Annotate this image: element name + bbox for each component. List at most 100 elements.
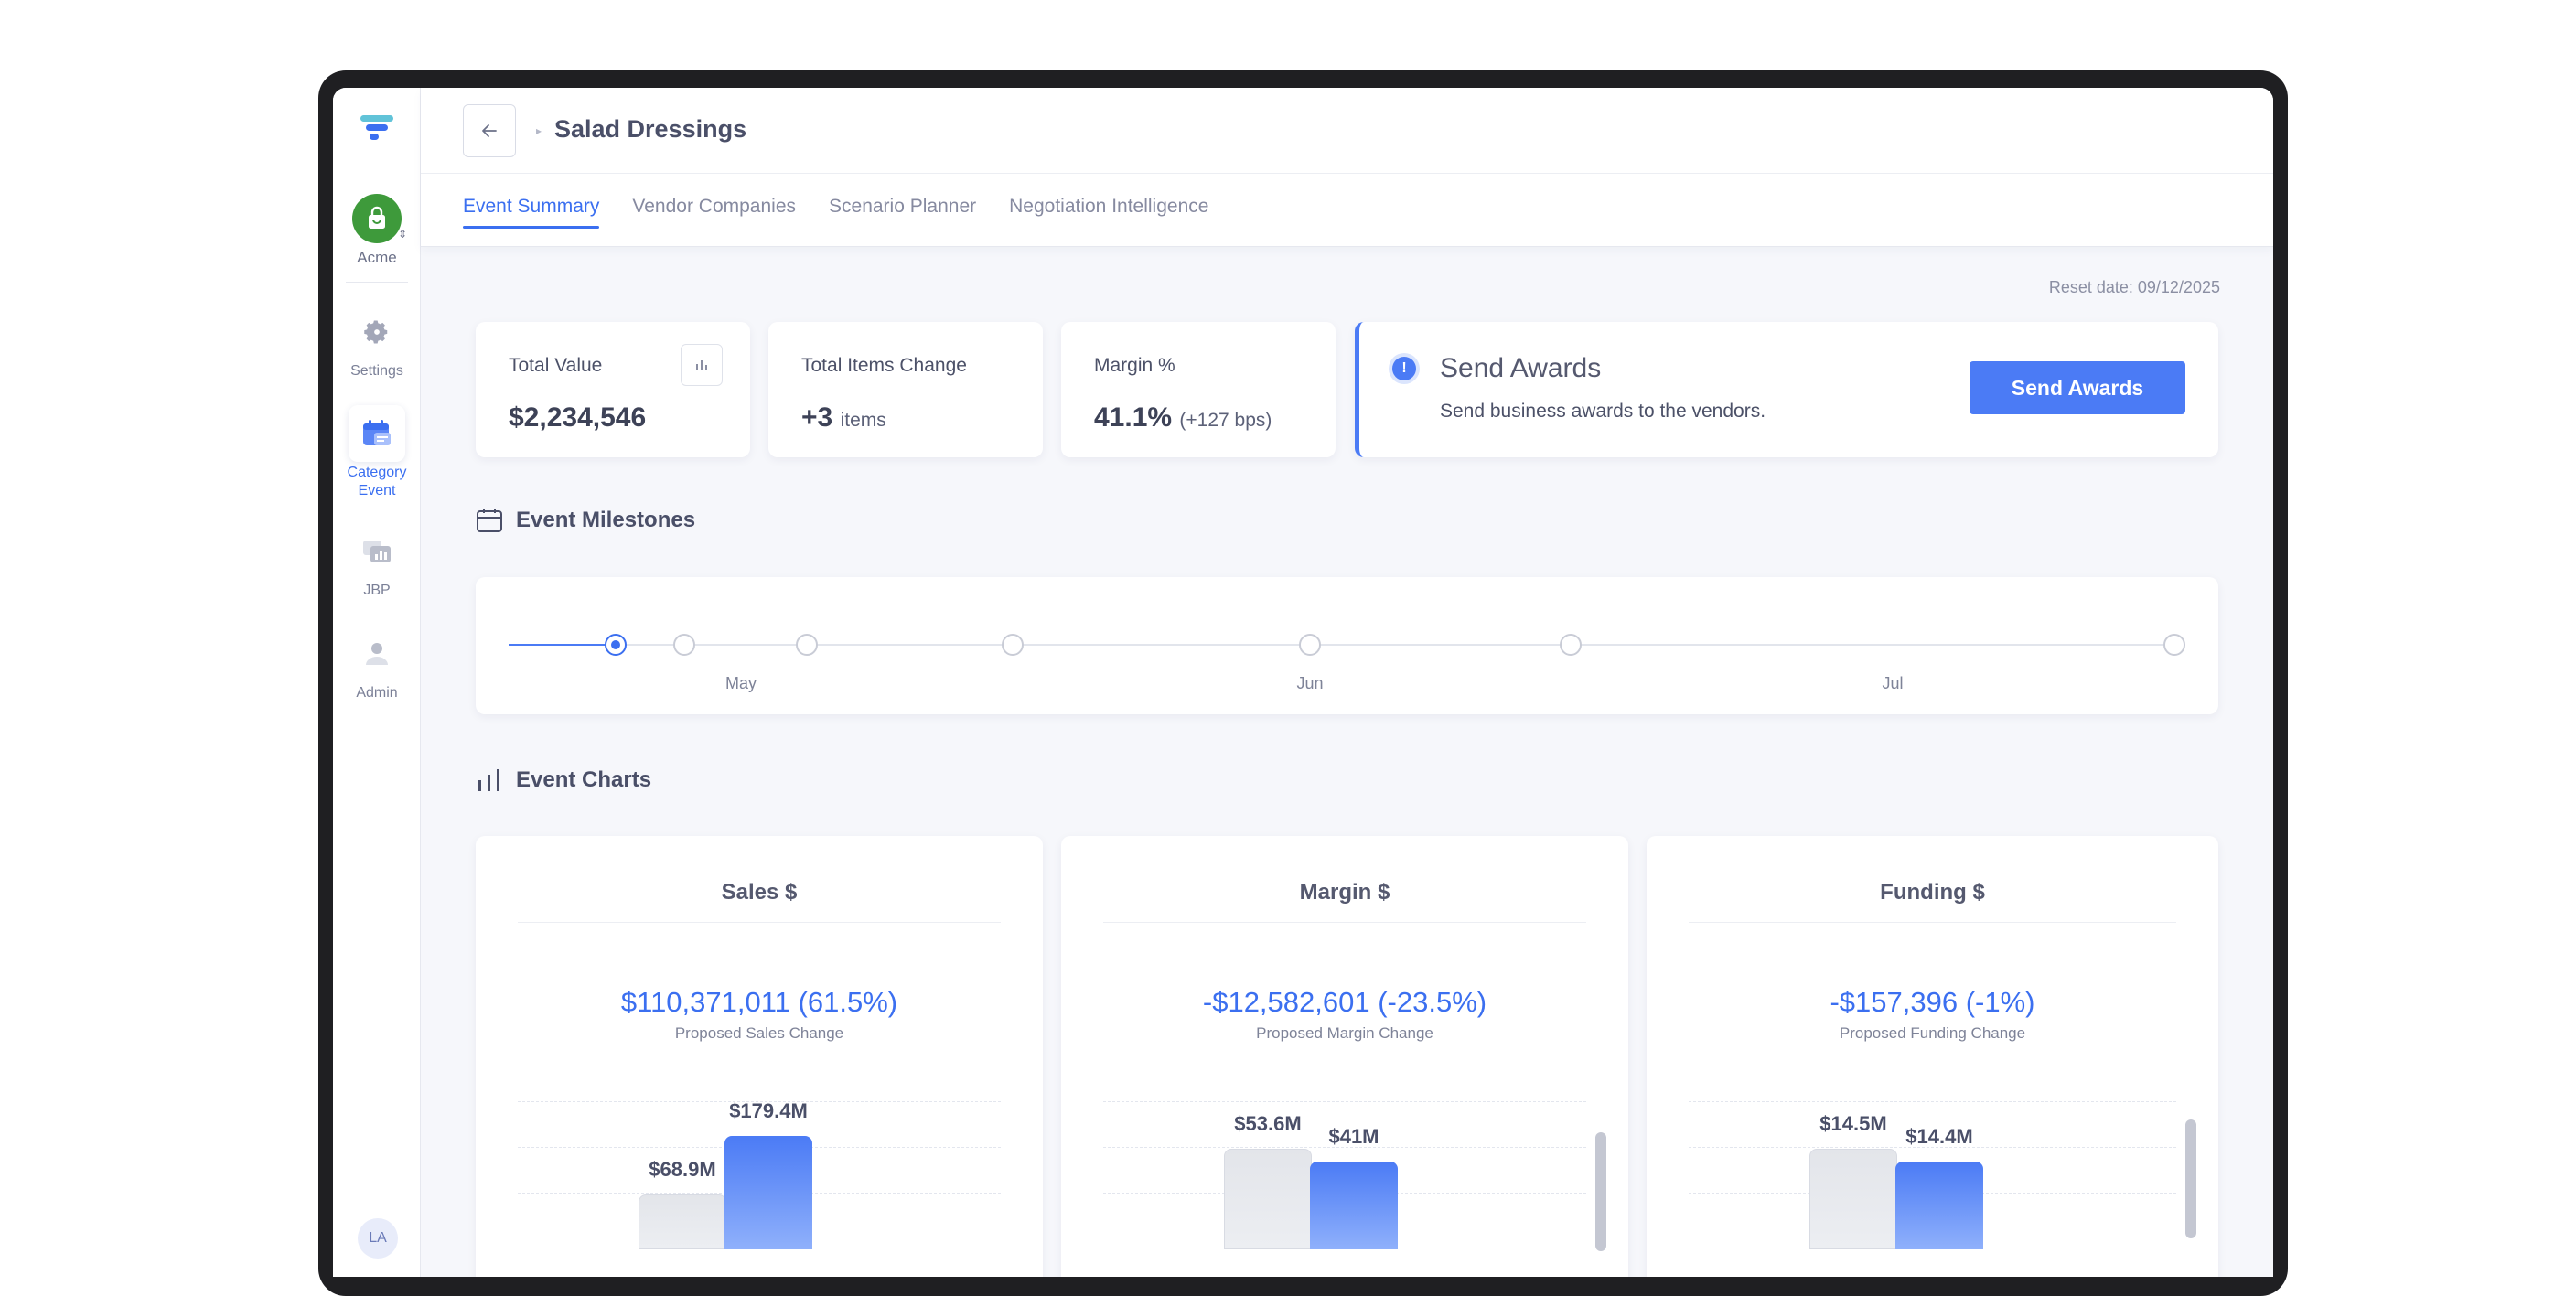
- kpi-value: +3 items: [801, 402, 886, 434]
- milestone-dot[interactable]: [2163, 634, 2185, 656]
- milestones-timeline: May Jun Jul: [476, 577, 2218, 714]
- tab-negotiation-intelligence[interactable]: Negotiation Intelligence: [1009, 196, 1209, 217]
- chart-change-value: -$157,396 (-1%): [1830, 986, 2035, 1018]
- chart-divider: [518, 922, 1001, 923]
- milestone-dot[interactable]: [1002, 634, 1024, 656]
- charts-heading-text: Event Charts: [516, 767, 652, 792]
- sidebar: ⇕ Acme Settings: [333, 88, 421, 1277]
- kpi-label: Margin %: [1094, 355, 1175, 376]
- reset-date: Reset date: 09/12/2025: [2048, 278, 2220, 296]
- app-screen: ⇕ Acme Settings: [333, 88, 2273, 1277]
- sidebar-item-admin[interactable]: Admin: [333, 626, 421, 702]
- calendar-icon: [349, 405, 405, 462]
- chevron-updown-icon: ⇕: [397, 228, 407, 241]
- app-logo: [360, 115, 393, 140]
- tab-scenario-planner[interactable]: Scenario Planner: [829, 196, 977, 217]
- milestone-dot[interactable]: [1560, 634, 1582, 656]
- bar-chart-icon: [478, 769, 499, 791]
- gridline: [1103, 1147, 1586, 1148]
- arrow-left-icon: [482, 124, 497, 137]
- sidebar-item-label: JBP: [363, 583, 391, 598]
- milestones-heading: Event Milestones: [476, 508, 695, 533]
- sidebar-item-category-event[interactable]: Category Event: [333, 405, 421, 500]
- send-awards-card: ! Send Awards Send business awards to th…: [1355, 322, 2218, 457]
- chart-caption: Proposed Sales Change: [674, 1024, 844, 1042]
- sidebar-item-label: Admin: [356, 685, 398, 701]
- back-button[interactable]: [463, 104, 516, 157]
- page-header: ▸ Salad Dressings Event Summary Vendor C…: [421, 88, 2273, 247]
- bar-proposed[interactable]: [1895, 1162, 1983, 1249]
- sidebar-divider: [346, 282, 408, 283]
- bar-baseline[interactable]: [1809, 1149, 1897, 1249]
- kpi-value: 41.1% (+127 bps): [1094, 402, 1272, 434]
- milestone-dot[interactable]: [673, 634, 695, 656]
- calendar-outline-icon: [477, 509, 502, 532]
- milestone-dot[interactable]: [605, 634, 627, 656]
- org-avatar: ⇕: [352, 194, 407, 243]
- chart-title: Funding $: [1880, 880, 1985, 905]
- kpi-sub: (+127 bps): [1179, 410, 1272, 431]
- sidebar-item-label: Settings: [350, 363, 403, 379]
- gridline: [1689, 1147, 2176, 1148]
- shopping-bag-icon: [369, 206, 385, 229]
- chart-plot: $68.9M $179.4M: [518, 1099, 1001, 1249]
- kpi-unit: items: [840, 410, 886, 431]
- bar-label-proposed: $41M: [1328, 1125, 1379, 1148]
- send-awards-button[interactable]: Send Awards: [1970, 361, 2185, 414]
- tab-event-summary[interactable]: Event Summary: [463, 196, 600, 229]
- org-name: Acme: [357, 249, 397, 266]
- bar-label-proposed: $14.4M: [1905, 1125, 1973, 1148]
- kpi-margin-card: Margin % 41.1% (+127 bps): [1061, 322, 1336, 457]
- chart-icon: [349, 523, 405, 580]
- tab-vendor-companies[interactable]: Vendor Companies: [632, 196, 797, 217]
- bar-label-baseline: $14.5M: [1819, 1112, 1887, 1135]
- kpi-number: 41.1%: [1094, 402, 1173, 433]
- kpi-total-value-card: Total Value $2,234,546: [476, 322, 750, 457]
- milestones-heading-text: Event Milestones: [516, 508, 696, 532]
- kpi-value: $2,234,546: [509, 402, 647, 433]
- sales-chart-card: Sales $ $110,371,011 (61.5%) Proposed Sa…: [476, 836, 1043, 1277]
- timeline-track: [509, 644, 2185, 646]
- chart-toggle-button[interactable]: [681, 344, 723, 386]
- chart-divider: [1689, 922, 2176, 923]
- bar-label-baseline: $68.9M: [649, 1158, 716, 1181]
- breadcrumb-separator-icon: ▸: [536, 124, 542, 137]
- bar-baseline[interactable]: [639, 1194, 726, 1249]
- kpi-number: +3: [801, 402, 833, 433]
- bar-proposed[interactable]: [724, 1136, 812, 1249]
- user-avatar[interactable]: LA: [358, 1218, 398, 1259]
- chart-change-value: -$12,582,601 (-23.5%): [1202, 986, 1487, 1018]
- margin-chart-card: Margin $ -$12,582,601 (-23.5%) Proposed …: [1061, 836, 1628, 1277]
- chart-scrollbar[interactable]: [2185, 1119, 2196, 1238]
- timeline-month-label: May: [724, 674, 757, 692]
- chart-caption: Proposed Funding Change: [1839, 1024, 2026, 1042]
- chart-title: Sales $: [721, 880, 798, 905]
- chart-scrollbar[interactable]: [1595, 1132, 1606, 1251]
- milestone-dot[interactable]: [796, 634, 818, 656]
- chart-caption: Proposed Margin Change: [1256, 1024, 1433, 1042]
- milestone-dot[interactable]: [1299, 634, 1321, 656]
- gear-icon: [349, 304, 405, 360]
- sidebar-item-jbp[interactable]: JBP: [333, 523, 421, 600]
- bar-label-proposed: $179.4M: [729, 1099, 808, 1122]
- user-icon: [349, 626, 405, 682]
- org-switcher[interactable]: ⇕ Acme: [333, 194, 421, 267]
- kpi-total-items-card: Total Items Change +3 items: [768, 322, 1043, 457]
- bar-chart-icon: [696, 360, 707, 370]
- timeline-progress: [509, 644, 617, 646]
- tab-bar: Event Summary Vendor Companies Scenario …: [463, 196, 1209, 229]
- charts-heading: Event Charts: [476, 767, 651, 793]
- awards-title: Send Awards: [1440, 353, 1602, 383]
- timeline-month-label: Jul: [1882, 674, 1904, 692]
- sidebar-item-settings[interactable]: Settings: [333, 304, 421, 380]
- chart-plot: $53.6M $41M: [1103, 1101, 1586, 1249]
- kpi-label: Total Value: [509, 355, 603, 376]
- chart-title: Margin $: [1299, 880, 1390, 905]
- chart-plot: $14.5M $14.4M: [1689, 1101, 2176, 1249]
- chart-divider: [1103, 922, 1586, 923]
- bar-baseline[interactable]: [1224, 1149, 1312, 1249]
- funding-chart-card: Funding $ -$157,396 (-1%) Proposed Fundi…: [1647, 836, 2218, 1277]
- header-divider: [421, 173, 2273, 174]
- chart-change-value: $110,371,011 (61.5%): [620, 986, 898, 1018]
- bar-proposed[interactable]: [1310, 1162, 1398, 1249]
